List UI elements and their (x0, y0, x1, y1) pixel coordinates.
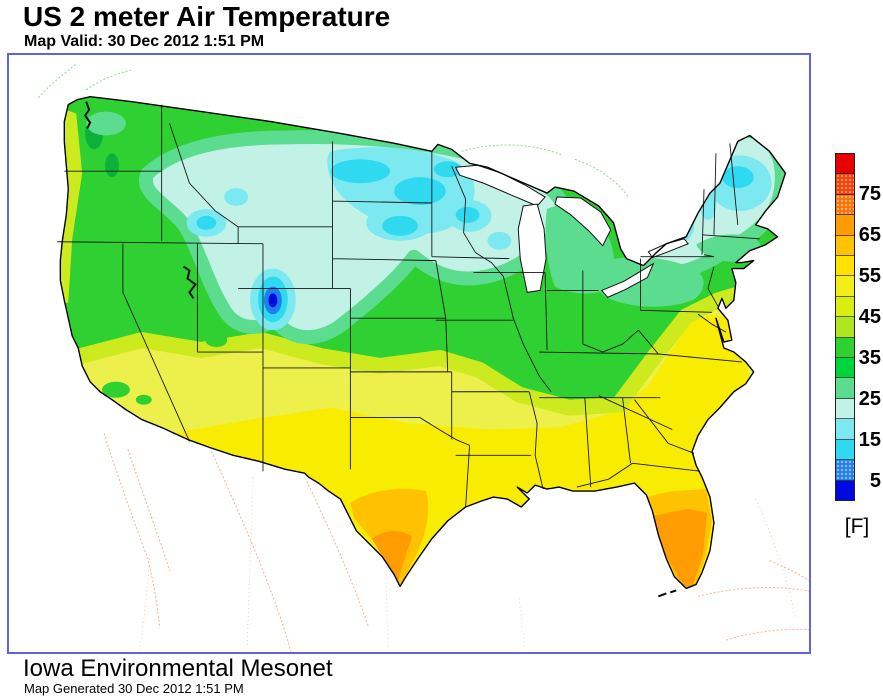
colorbar-tick-label: 45 (858, 305, 881, 328)
colorbar-segment (836, 235, 854, 257)
mexico-caribbean-coastline (103, 433, 809, 652)
colorbar-tick-label: 25 (858, 387, 881, 410)
green-patches-west (102, 289, 228, 405)
colorbar-segment (836, 398, 854, 420)
colorbar-tick-label: 65 (858, 223, 881, 246)
great-salt-lake (182, 265, 197, 299)
colorbar-segment (836, 276, 854, 297)
band-orange-texas (372, 531, 412, 585)
cold-spot-adirondacks (665, 219, 670, 224)
colorbar-segment (836, 215, 854, 236)
colorbar-segment (836, 480, 854, 500)
footer-organization: Iowa Environmental Mesonet (23, 655, 333, 682)
colorbar-unit-label: [F] (844, 515, 870, 538)
graticule-lines (139, 477, 796, 651)
colorbar-gradient (835, 153, 855, 501)
lake-huron (554, 196, 612, 247)
colorbar-segment (836, 378, 854, 399)
map-generated-timestamp: Map Generated 30 Dec 2012 1:51 PM (24, 681, 244, 696)
colorbar-segment (836, 154, 854, 175)
temperature-field (60, 96, 786, 589)
foreign-coastlines (38, 63, 809, 652)
colorbar-segment (836, 296, 854, 318)
colorbar-segment (836, 337, 854, 359)
us-outline (59, 96, 787, 590)
colorbar-tick-label: 75 (858, 182, 881, 205)
cold-spot-colorado (250, 268, 296, 331)
colorbar-tick-label: 5 (869, 469, 881, 492)
lake-superior (454, 164, 546, 207)
puget-sound (83, 101, 92, 129)
colorbar-segment (836, 174, 854, 195)
colorbar-tick-label: 55 (858, 264, 881, 287)
us-temperature-map (38, 63, 809, 652)
band-orange-florida (648, 508, 708, 588)
colorbar-segment (836, 256, 854, 277)
colorbar-segment (836, 439, 854, 461)
temperature-colorbar: 75 65 55 45 35 25 15 5 [F] (835, 153, 883, 538)
lake-michigan (517, 203, 547, 293)
seagreen-patches (86, 111, 761, 307)
colorbar-segment (836, 317, 854, 338)
canada-coastline (38, 63, 629, 198)
water-details (83, 101, 197, 299)
colorbar-segment (836, 419, 854, 440)
colorbar-segment (836, 194, 854, 216)
florida-keys (657, 589, 677, 598)
map-frame (7, 53, 811, 654)
colorbar-segment (836, 358, 854, 379)
colorbar-segment (836, 460, 854, 481)
state-borders (57, 104, 760, 508)
page-title: US 2 meter Air Temperature (23, 1, 391, 32)
colorbar-tick-label: 35 (858, 346, 881, 369)
map-valid-timestamp: Map Valid: 30 Dec 2012 1:51 PM (24, 33, 265, 50)
colorbar-tick-label: 15 (858, 428, 881, 451)
